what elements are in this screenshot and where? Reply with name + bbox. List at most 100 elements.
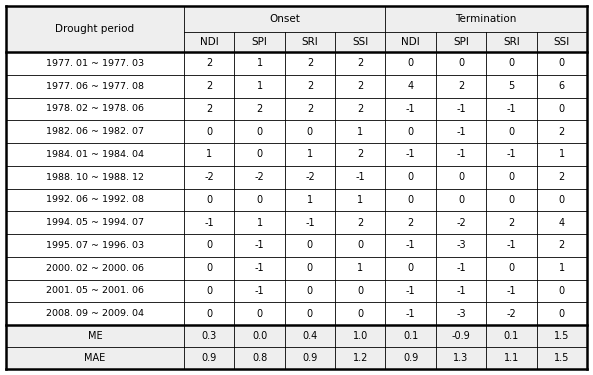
Text: 1992. 06 ~ 1992. 08: 1992. 06 ~ 1992. 08	[46, 195, 144, 204]
Text: 1.2: 1.2	[353, 353, 368, 363]
Text: 1: 1	[357, 195, 364, 205]
Text: 0.1: 0.1	[403, 331, 418, 341]
Text: -1: -1	[205, 217, 214, 228]
Text: -1: -1	[406, 309, 416, 319]
Text: -1: -1	[355, 172, 365, 182]
Text: 1: 1	[559, 263, 565, 273]
Text: -2: -2	[506, 309, 517, 319]
Text: 1: 1	[307, 149, 313, 159]
Text: 0: 0	[458, 58, 464, 68]
Text: -1: -1	[456, 149, 466, 159]
Text: 0: 0	[307, 286, 313, 296]
Text: SPI: SPI	[251, 37, 267, 47]
Bar	[6, 75, 587, 98]
Text: Termination: Termination	[455, 14, 517, 24]
Text: 0: 0	[508, 127, 515, 136]
Text: -1: -1	[406, 286, 416, 296]
Text: -1: -1	[506, 149, 517, 159]
Text: 1: 1	[357, 127, 364, 136]
Text: 2000. 02 ~ 2000. 06: 2000. 02 ~ 2000. 06	[46, 264, 144, 273]
Text: Drought period: Drought period	[55, 24, 135, 34]
Text: ME: ME	[88, 331, 103, 341]
Text: 1: 1	[257, 58, 263, 68]
Text: 0.8: 0.8	[252, 353, 267, 363]
Text: 2: 2	[458, 81, 464, 91]
Bar	[6, 257, 587, 279]
Text: 2: 2	[206, 81, 212, 91]
Text: 0: 0	[508, 58, 515, 68]
Text: 1.5: 1.5	[554, 353, 569, 363]
Text: NDI: NDI	[200, 37, 219, 47]
Bar	[6, 234, 587, 257]
Text: SRI: SRI	[503, 37, 520, 47]
Text: 0: 0	[559, 104, 565, 114]
Text: MAE: MAE	[84, 353, 106, 363]
Text: -1: -1	[456, 286, 466, 296]
Text: 2: 2	[508, 217, 515, 228]
Text: 1994. 05 ~ 1994. 07: 1994. 05 ~ 1994. 07	[46, 218, 144, 227]
Text: 0: 0	[508, 263, 515, 273]
Bar	[6, 325, 587, 347]
Text: SRI: SRI	[302, 37, 318, 47]
Bar	[6, 120, 587, 143]
Text: -1: -1	[255, 240, 264, 250]
Text: 4: 4	[407, 81, 414, 91]
Text: -1: -1	[456, 104, 466, 114]
Text: 0: 0	[357, 286, 364, 296]
Text: 2: 2	[559, 127, 565, 136]
Text: 0: 0	[206, 127, 212, 136]
Text: 0: 0	[206, 309, 212, 319]
Text: 2: 2	[206, 104, 212, 114]
Text: 2: 2	[559, 240, 565, 250]
Text: 0: 0	[257, 195, 263, 205]
Text: 0: 0	[257, 149, 263, 159]
Text: -1: -1	[255, 263, 264, 273]
Text: -0.9: -0.9	[452, 331, 470, 341]
Bar	[6, 6, 587, 32]
Text: 0: 0	[257, 127, 263, 136]
Text: 1.0: 1.0	[353, 331, 368, 341]
Text: SPI: SPI	[453, 37, 469, 47]
Text: -1: -1	[406, 104, 416, 114]
Text: 6: 6	[559, 81, 565, 91]
Text: 0.9: 0.9	[403, 353, 418, 363]
Text: -1: -1	[406, 149, 416, 159]
Text: 0: 0	[458, 195, 464, 205]
Text: 2: 2	[256, 104, 263, 114]
Text: -1: -1	[255, 286, 264, 296]
Text: 1: 1	[257, 81, 263, 91]
Text: 1: 1	[307, 195, 313, 205]
Text: 0: 0	[559, 58, 565, 68]
Text: 2001. 05 ~ 2001. 06: 2001. 05 ~ 2001. 06	[46, 286, 144, 296]
Text: 0: 0	[508, 172, 515, 182]
Text: 2: 2	[307, 81, 313, 91]
Text: 1: 1	[559, 149, 565, 159]
Text: -1: -1	[456, 263, 466, 273]
Text: 1.3: 1.3	[454, 353, 468, 363]
Text: 2: 2	[307, 104, 313, 114]
Text: 2: 2	[357, 58, 364, 68]
Bar	[184, 32, 587, 52]
Text: 0.9: 0.9	[302, 353, 318, 363]
Text: -2: -2	[205, 172, 214, 182]
Text: 2: 2	[357, 104, 364, 114]
Text: 0: 0	[206, 263, 212, 273]
Text: 1: 1	[206, 149, 212, 159]
Bar	[6, 347, 587, 369]
Text: 2: 2	[357, 81, 364, 91]
Text: -2: -2	[305, 172, 315, 182]
Text: 0: 0	[407, 263, 414, 273]
Text: 1: 1	[257, 217, 263, 228]
Text: 0: 0	[559, 195, 565, 205]
Text: 0: 0	[407, 195, 414, 205]
Bar	[6, 166, 587, 189]
Bar	[6, 143, 587, 166]
Text: 0: 0	[407, 172, 414, 182]
Text: SSI: SSI	[352, 37, 368, 47]
Text: NDI: NDI	[401, 37, 420, 47]
Text: 0: 0	[508, 195, 515, 205]
Text: 2: 2	[307, 58, 313, 68]
Text: 0.0: 0.0	[252, 331, 267, 341]
Text: -3: -3	[456, 309, 466, 319]
Bar	[6, 302, 587, 325]
